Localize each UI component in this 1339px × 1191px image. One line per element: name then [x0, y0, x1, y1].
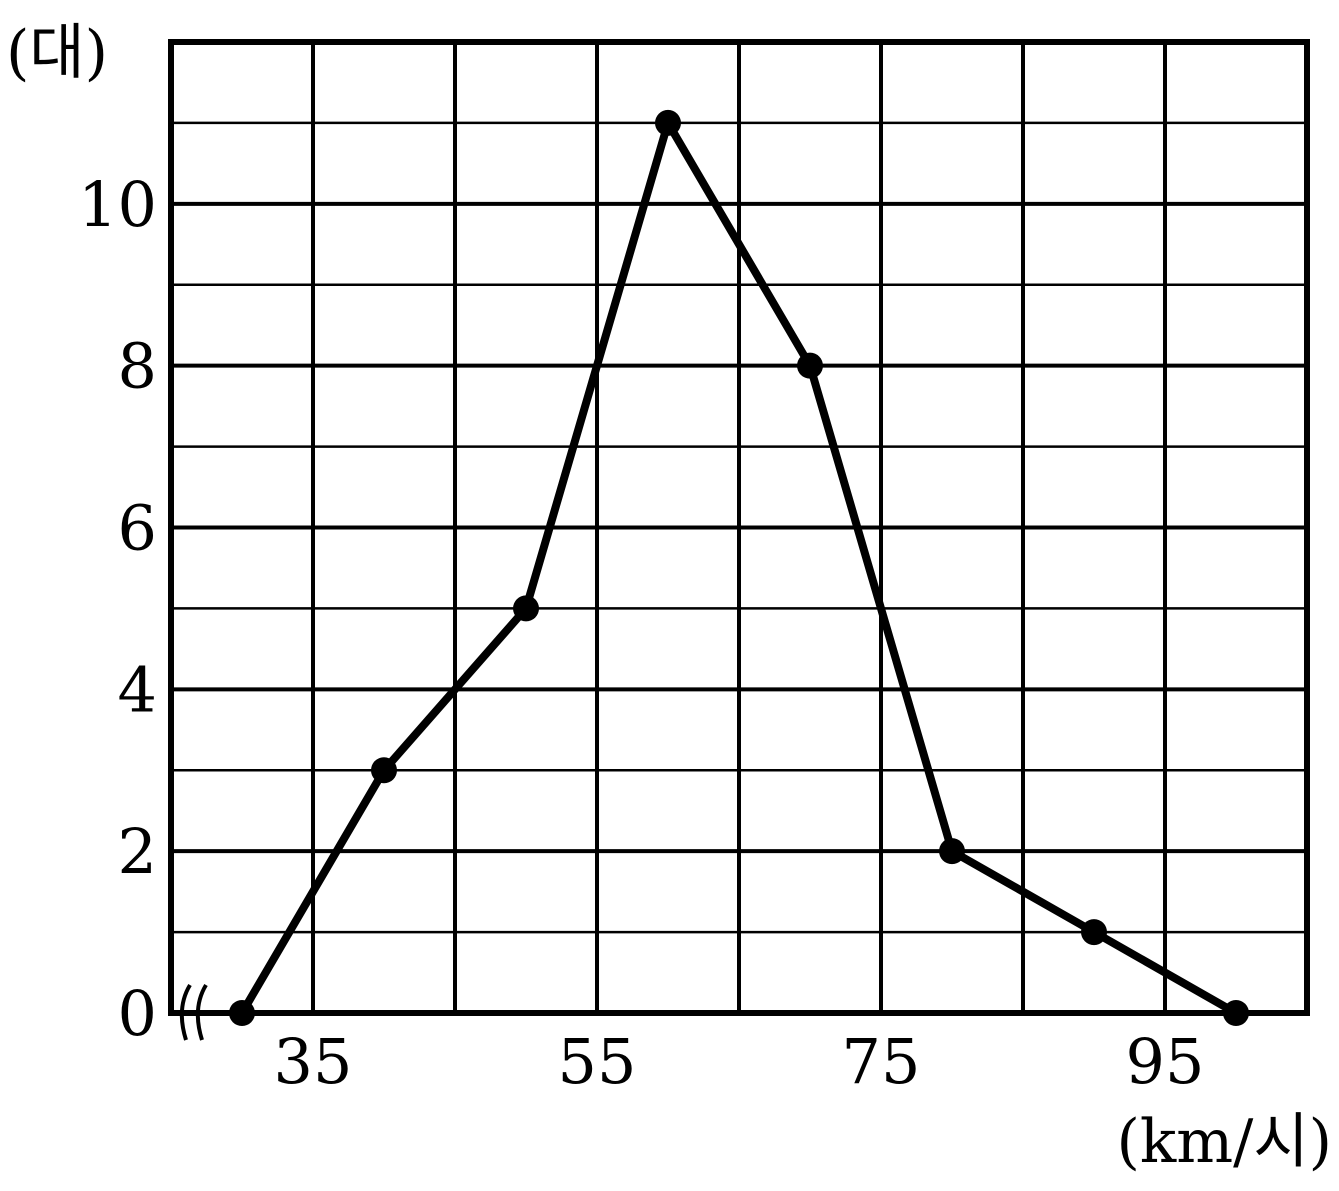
axis-break-icon	[179, 983, 208, 1041]
x-tick-label: 55	[558, 1025, 637, 1098]
y-tick-label: 0	[118, 977, 157, 1050]
y-tick-label: 4	[118, 653, 157, 726]
data-point	[229, 1000, 255, 1026]
x-unit-label: (km/시)	[1117, 1107, 1332, 1177]
data-points	[229, 109, 1249, 1026]
data-point	[939, 838, 965, 865]
series-line-group	[238, 112, 1238, 1017]
series-line	[238, 112, 1238, 1017]
y-tick-labels: 0 2 4 6 8 10	[78, 168, 157, 1050]
data-point	[1081, 919, 1107, 946]
y-tick-label: 10	[78, 168, 157, 241]
data-point	[797, 352, 823, 379]
y-tick-label: 8	[118, 330, 157, 403]
data-point	[513, 595, 539, 622]
data-point	[371, 757, 397, 784]
plot-frame	[168, 39, 1310, 1016]
x-tick-label: 75	[842, 1025, 921, 1098]
y-tick-label: 6	[118, 492, 157, 565]
grid	[171, 42, 1307, 1013]
data-point	[1223, 1000, 1249, 1026]
y-tick-label: 2	[118, 815, 157, 888]
y-unit-label: (대)	[6, 18, 108, 88]
x-tick-label: 95	[1126, 1025, 1205, 1098]
data-point	[655, 109, 681, 136]
x-tick-labels: 35 55 75 95	[274, 1025, 1205, 1098]
x-tick-label: 35	[274, 1025, 353, 1098]
